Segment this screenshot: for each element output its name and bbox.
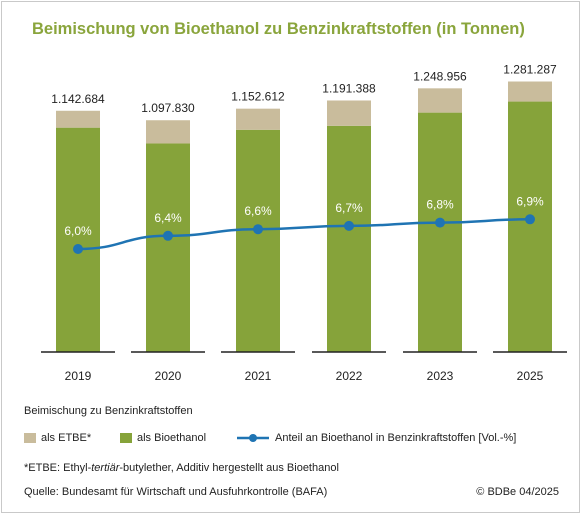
legend-label-bio: als Bioethanol — [137, 432, 207, 444]
chart-svg: 1.142.684 2019 1.097.830 2020 1.152.612 2021 1… — [41, 63, 567, 383]
total-label-2019: 1.142.684 — [51, 92, 105, 106]
share-label-2025: 6,9% — [516, 194, 544, 208]
total-label-2025: 1.281.287 — [503, 63, 557, 77]
footnote: *ETBE: Ethyl-tertiär-butylether, Additiv… — [24, 462, 339, 474]
bar-bioethanol-2025 — [508, 101, 552, 352]
share-label-2021: 6,6% — [244, 204, 272, 218]
share-label-2020: 6,4% — [154, 211, 182, 225]
x-tick-label-2020: 2020 — [155, 369, 182, 383]
total-label-2020: 1.097.830 — [141, 101, 195, 115]
legend-line-marker — [237, 434, 269, 442]
bar-bioethanol-2020 — [146, 143, 190, 352]
x-tick-label-2023: 2023 — [427, 369, 454, 383]
x-tick-label-2021: 2021 — [245, 369, 272, 383]
bar-bioethanol-2021 — [236, 129, 280, 352]
bar-etbe-2022 — [327, 100, 371, 126]
bar-etbe-2025 — [508, 81, 552, 102]
bar-etbe-2020 — [146, 120, 190, 144]
bar-bioethanol-2022 — [327, 125, 371, 353]
share-point-2022 — [344, 220, 354, 231]
legend-swatch-etbe — [24, 433, 36, 443]
share-point-2025 — [525, 214, 535, 225]
total-label-2023: 1.248.956 — [413, 69, 467, 83]
total-label-2021: 1.152.612 — [231, 90, 285, 104]
bar-bioethanol-2023 — [418, 112, 462, 353]
share-point-2020 — [163, 230, 173, 241]
share-label-2023: 6,8% — [426, 198, 454, 212]
copyright: © BDBe 04/2025 — [476, 486, 559, 498]
share-label-2022: 6,7% — [335, 201, 363, 215]
legend-item-etbe: als ETBE* — [24, 432, 91, 444]
x-tick-label-2019: 2019 — [65, 369, 92, 383]
legend-label-line: Anteil an Bioethanol in Benzinkraftstoff… — [275, 432, 517, 444]
legend-heading: Beimischung zu Benzinkraftstoffen — [24, 405, 193, 417]
bar-bioethanol-2019 — [56, 127, 100, 352]
bar-etbe-2021 — [236, 108, 280, 130]
share-point-2021 — [253, 224, 263, 235]
x-tick-label-2022: 2022 — [336, 369, 363, 383]
share-point-2023 — [435, 217, 445, 228]
footnote-italic: tertiär — [91, 462, 120, 474]
share-label-2019: 6,0% — [64, 224, 92, 238]
legend-swatch-bio — [120, 433, 132, 443]
footnote-suffix: -butylether, Additiv hergestellt aus Bio… — [119, 462, 339, 474]
total-label-2022: 1.191.388 — [322, 81, 376, 95]
x-tick-label-2025: 2025 — [517, 369, 544, 383]
legend-item-line: Anteil an Bioethanol in Benzinkraftstoff… — [236, 432, 516, 444]
share-point-2019 — [73, 244, 83, 254]
source-note: Quelle: Bundesamt für Wirtschaft und Aus… — [24, 486, 328, 498]
bar-etbe-2023 — [418, 88, 462, 113]
legend-item-bio: als Bioethanol — [120, 432, 206, 444]
share-line — [77, 218, 531, 251]
footnote-prefix: *ETBE: Ethyl- — [24, 462, 92, 474]
bar-etbe-2019 — [56, 110, 100, 128]
legend-label-etbe: als ETBE* — [41, 432, 92, 444]
chart-title: Beimischung von Bioethanol zu Benzinkraf… — [32, 20, 525, 38]
